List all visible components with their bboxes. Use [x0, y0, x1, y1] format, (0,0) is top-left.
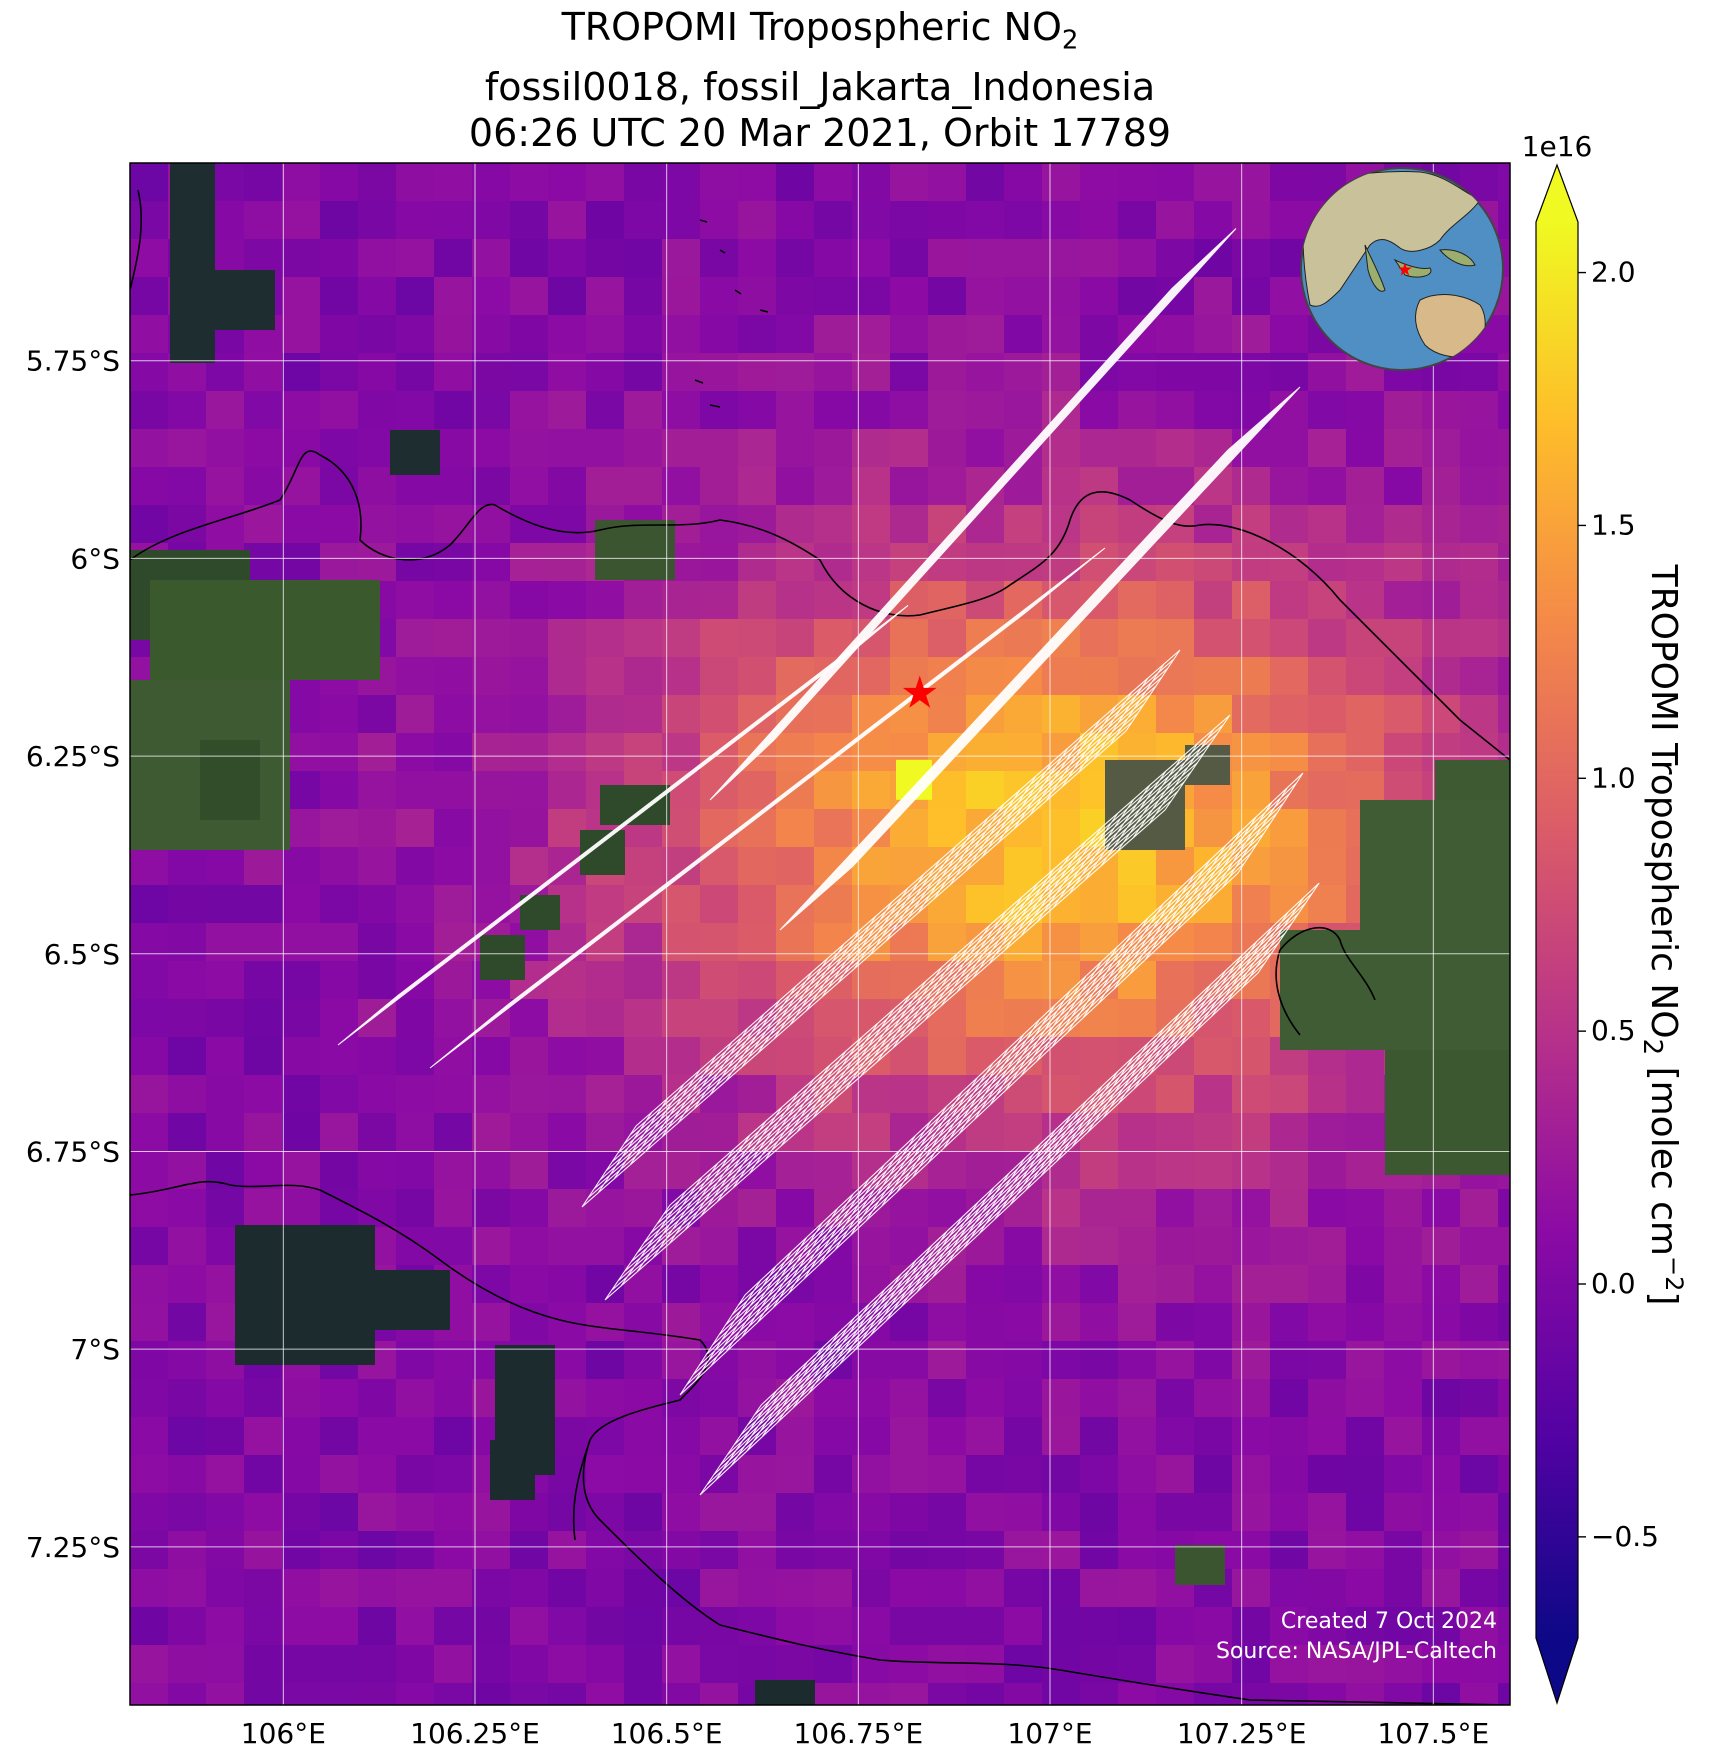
colorbar-tick-label: −0.5 — [1591, 1520, 1659, 1553]
lon-tick-label: 107°E — [1007, 1717, 1092, 1750]
colorbar-extend-max — [1536, 165, 1578, 222]
figure-title: TROPOMI Tropospheric NO2 fossil0018, fos… — [130, 4, 1510, 156]
footprint-swath — [709, 228, 1237, 801]
lon-tick-label: 106.25°E — [410, 1717, 540, 1750]
source-marker-star-icon: ★ — [900, 667, 939, 718]
colorbar-tick-label: 1.5 — [1591, 508, 1636, 541]
satellite-imagery-patches — [130, 163, 1510, 1705]
colorbar: −0.5 0.0 0.5 1.0 1.5 2.0 1e16 TROPOMI Troposp… — [1522, 130, 1688, 1705]
latitude-tick-labels: 5.75°S 6°S 6.25°S 6.5°S 6.75°S 7°S 7.25°S — [26, 345, 120, 1564]
footprint-swath — [699, 882, 1320, 1496]
lon-tick-label: 106.75°E — [793, 1717, 923, 1750]
lat-tick-label: 7°S — [70, 1333, 120, 1366]
lat-tick-label: 6°S — [70, 542, 120, 575]
lon-tick-label: 106.5°E — [611, 1717, 723, 1750]
footprint-swath — [679, 772, 1304, 1396]
colorbar-tick-label: 0.0 — [1591, 1267, 1636, 1300]
longitude-tick-labels: 106°E 106.25°E 106.5°E 106.75°E 107°E 107.25°… — [241, 1717, 1490, 1750]
title-line-2: fossil0018, fossil_Jakarta_Indonesia — [484, 64, 1156, 109]
colorbar-multiplier: 1e16 — [1522, 130, 1593, 163]
map-panel: ★ ★ Created 7 Oct 2024 Source: NASA/JPL-… — [130, 163, 1510, 1705]
coastline-layer — [130, 189, 1510, 1705]
credit-created: Created 7 Oct 2024 — [1281, 1609, 1497, 1634]
colorbar-ticks: −0.5 0.0 0.5 1.0 1.5 2.0 — [1578, 256, 1659, 1553]
footprint-swath — [337, 604, 909, 1046]
map-frame — [129, 162, 1511, 1706]
colorbar-extend-min — [1536, 1638, 1578, 1703]
lon-tick-label: 107.5°E — [1377, 1717, 1489, 1750]
footprint-swath — [779, 386, 1301, 931]
lat-tick-label: 6.5°S — [44, 938, 120, 971]
title-line-3: 06:26 UTC 20 Mar 2021, Orbit 17789 — [468, 110, 1172, 155]
title-line-1: TROPOMI Tropospheric NO2 — [561, 5, 1079, 56]
tropomi-pixel-footprints — [337, 228, 1320, 1496]
footprint-swath — [581, 649, 1181, 1208]
colorbar-tick-label: 0.5 — [1591, 1014, 1636, 1047]
inset-marker-star-icon: ★ — [1397, 260, 1413, 281]
footprint-swath — [604, 714, 1231, 1301]
colorbar-tick-label: 1.0 — [1591, 761, 1636, 794]
lon-tick-label: 106°E — [241, 1717, 326, 1750]
lat-tick-label: 6.75°S — [26, 1135, 120, 1168]
colorbar-gradient — [1536, 222, 1578, 1638]
lat-tick-label: 6.25°S — [26, 740, 120, 773]
graticule — [130, 163, 1510, 1705]
lat-tick-label: 7.25°S — [26, 1531, 120, 1564]
inset-globe-icon: ★ — [1300, 167, 1504, 371]
credit-source: Source: NASA/JPL-Caltech — [1216, 1639, 1497, 1664]
lon-tick-label: 107.25°E — [1177, 1717, 1307, 1750]
footprint-swath — [429, 547, 1106, 1069]
colorbar-tick-label: 2.0 — [1591, 256, 1636, 289]
colorbar-label: TROPOMI Tropospheric NO2 [molec cm−2] — [1637, 564, 1688, 1306]
lat-tick-label: 5.75°S — [26, 345, 120, 378]
